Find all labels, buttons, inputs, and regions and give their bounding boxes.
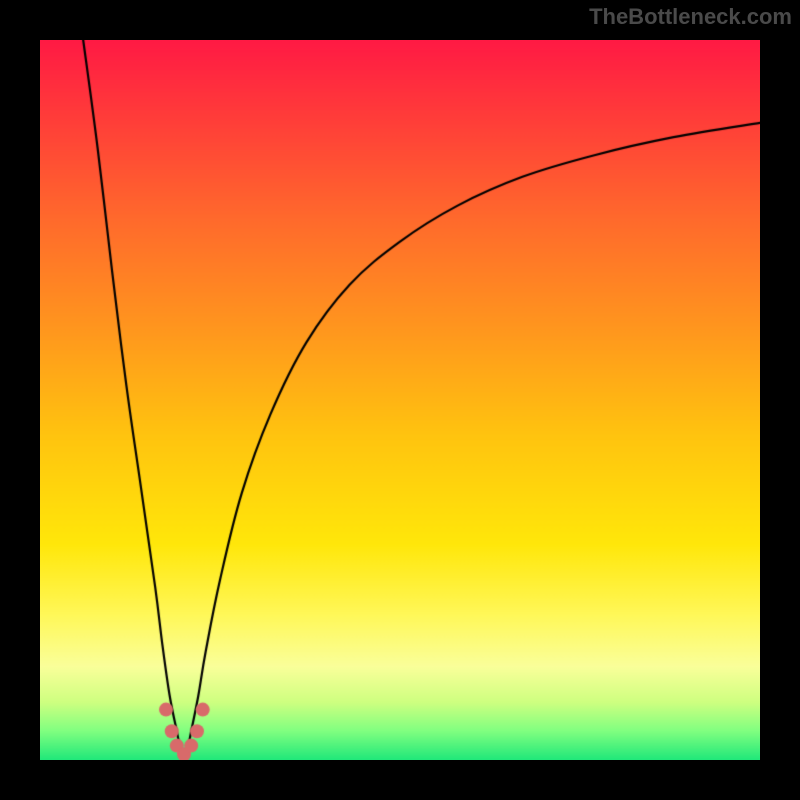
watermark-text: TheBottleneck.com <box>589 4 792 30</box>
chart-root: { "canvas": { "width": 800, "height": 80… <box>0 0 800 800</box>
marker-overlay <box>40 40 760 760</box>
plot-area <box>40 40 760 760</box>
